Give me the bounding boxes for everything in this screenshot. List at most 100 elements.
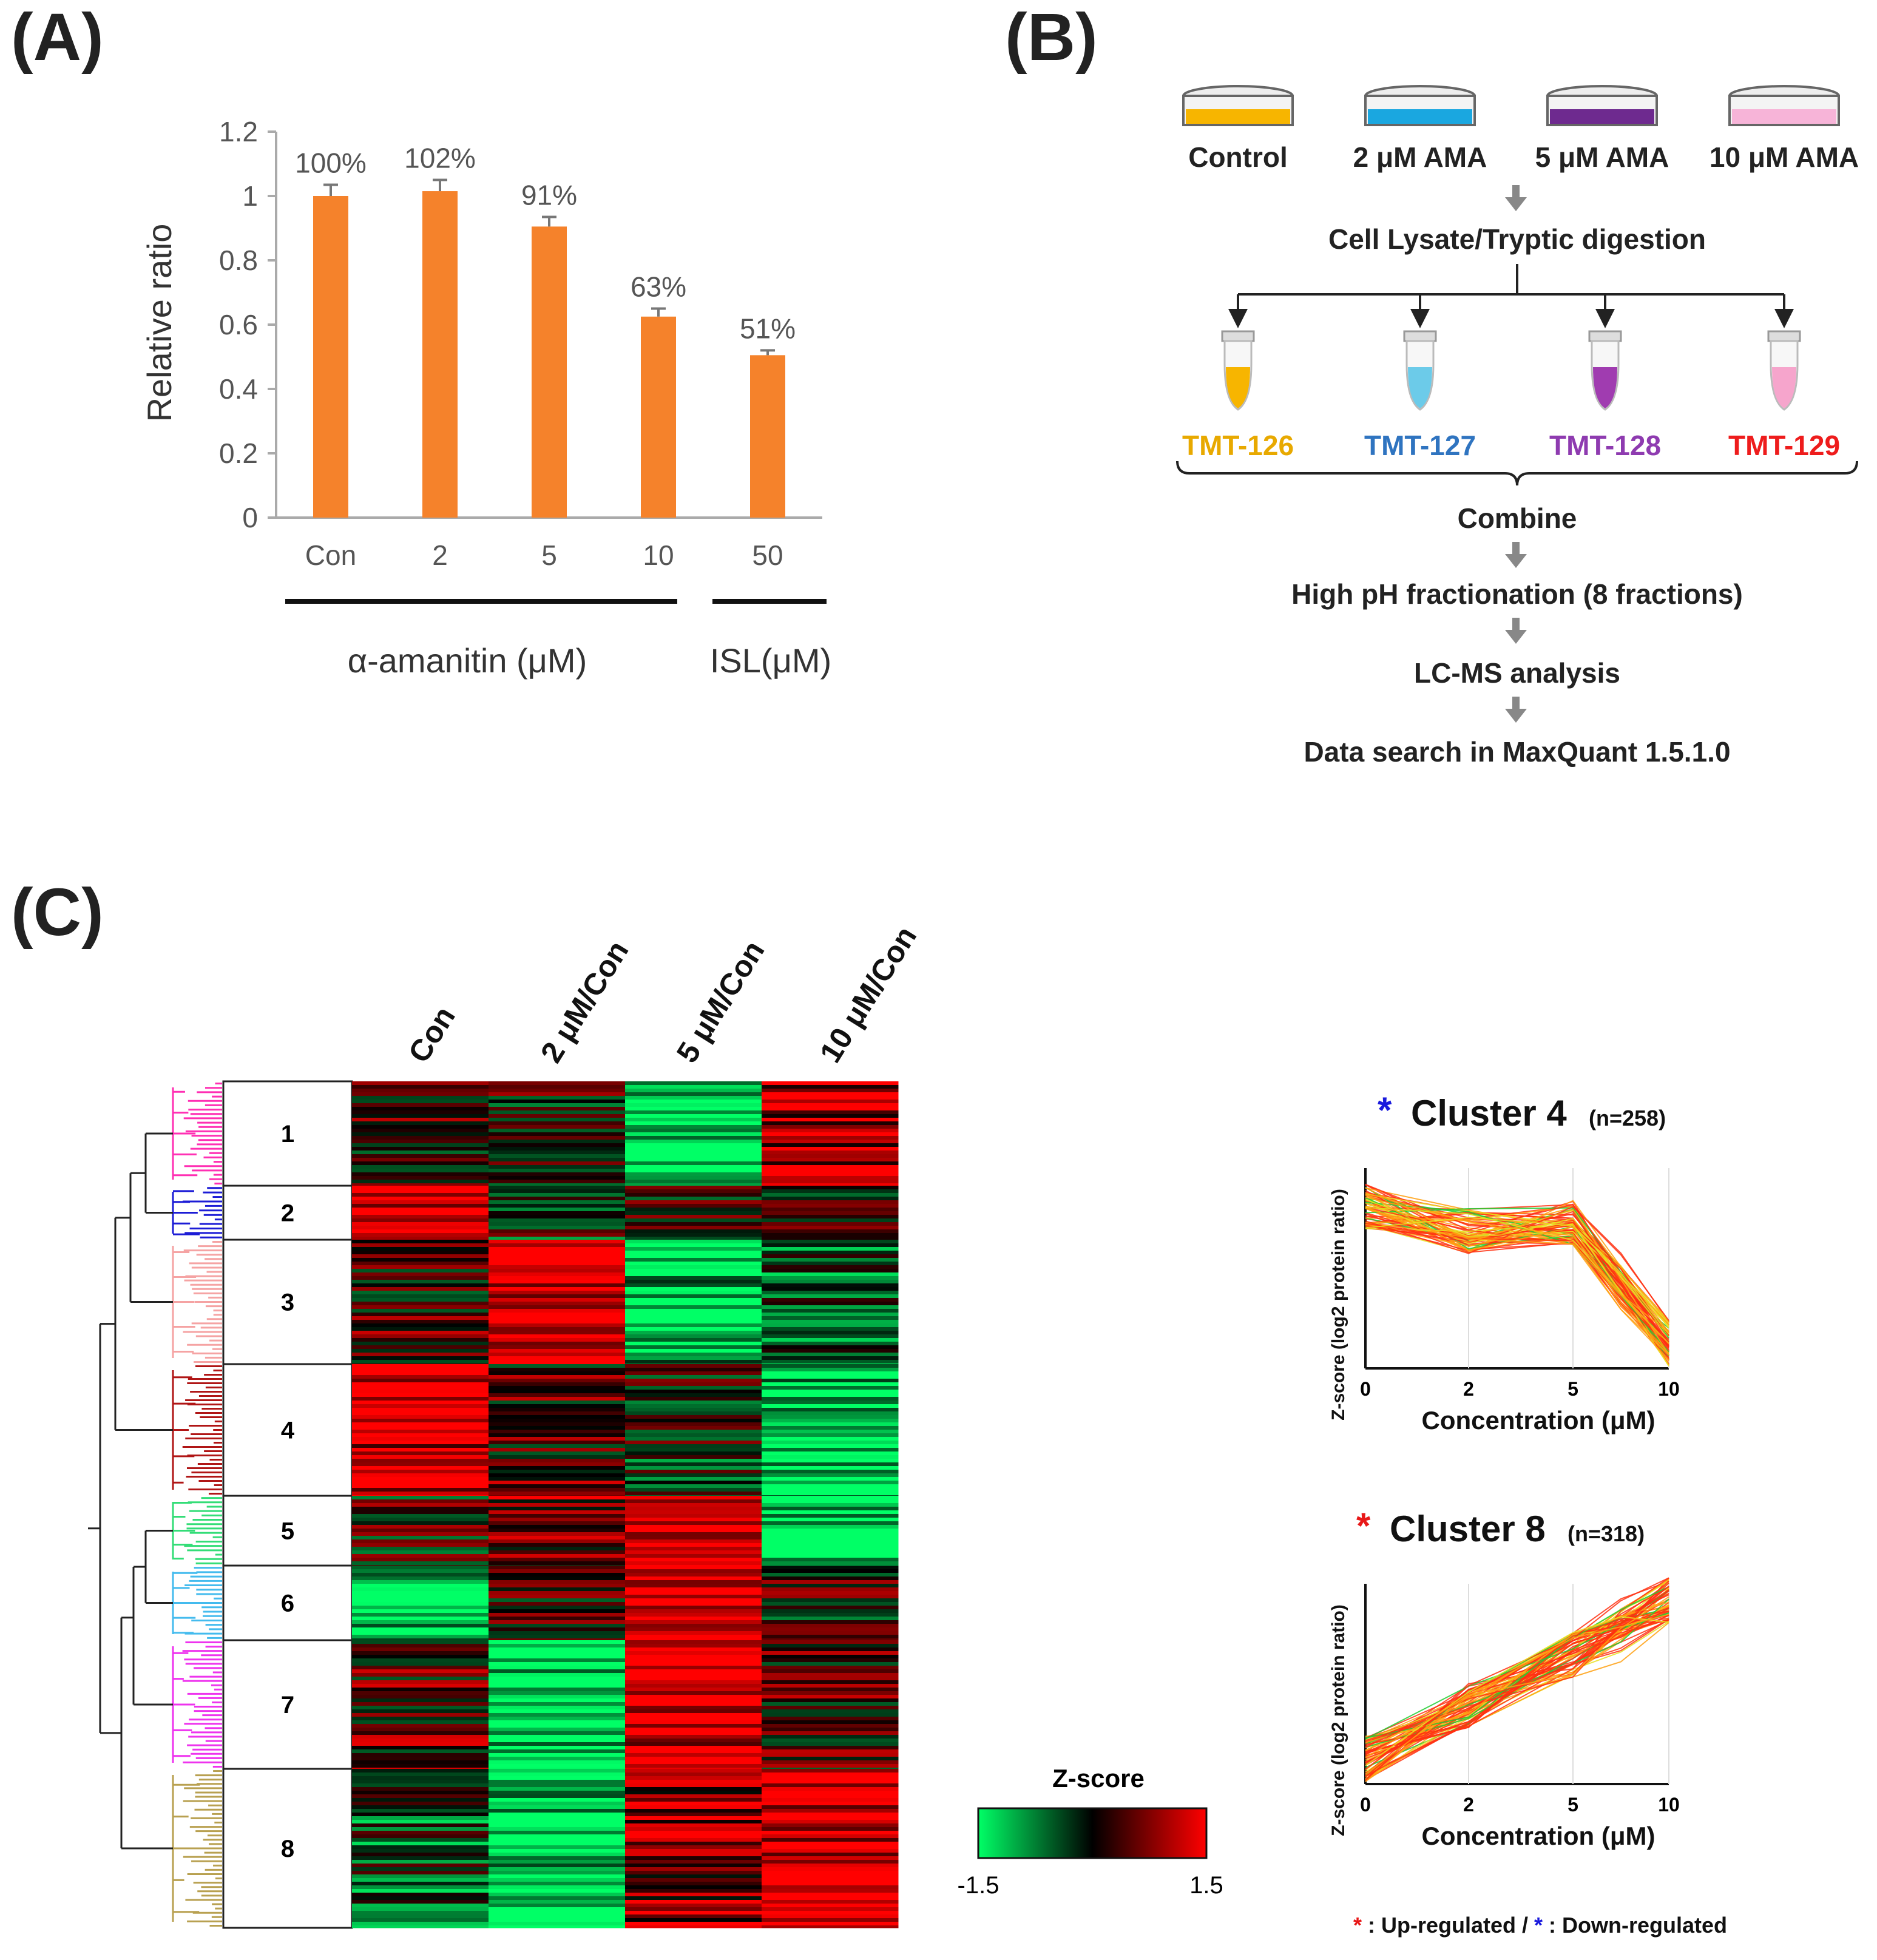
heatmap-cell: [762, 1433, 899, 1438]
heatmap-cell: [625, 1291, 762, 1295]
heatmap-cell: [762, 1856, 899, 1860]
heatmap-cell: [489, 1132, 626, 1137]
heatmap-cell: [625, 1503, 762, 1507]
heatmap-cell: [352, 1809, 489, 1813]
heatmap-cell: [489, 1655, 626, 1659]
heatmap-cell: [352, 1798, 489, 1802]
heatmap-cell: [489, 1189, 626, 1194]
heatmap-cell: [352, 1276, 489, 1280]
heatmap-cell: [489, 1543, 626, 1547]
heatmap-cell: [625, 1243, 762, 1248]
heatmap-cell: [352, 1316, 489, 1320]
heatmap-cell: [352, 1309, 489, 1313]
heatmap-cell: [352, 1842, 489, 1846]
heatmap-cell: [489, 1204, 626, 1208]
heatmap-cell: [352, 1889, 489, 1893]
legend-colorbar: [977, 1807, 1208, 1859]
heatmap-cell: [489, 1411, 626, 1416]
heatmap-cell: [625, 1706, 762, 1710]
heatmap-cell: [625, 1089, 762, 1093]
cluster-label: 6: [281, 1590, 294, 1617]
profile-line: [1365, 1193, 1669, 1354]
column-header-con: Con: [402, 1001, 462, 1069]
heatmap-cell: [762, 1349, 899, 1353]
heatmap-cell: [625, 1772, 762, 1777]
heatmap-cell: [625, 1878, 762, 1882]
heatmap-cell: [489, 1647, 626, 1652]
heatmap-cell: [762, 1462, 899, 1467]
heatmap-cell: [489, 1893, 626, 1897]
heatmap-cell: [352, 1334, 489, 1339]
heatmap-cell: [352, 1215, 489, 1219]
heatmap-cell: [352, 1780, 489, 1784]
data-label: 91%: [521, 179, 577, 211]
heatmap-cell: [625, 1776, 762, 1780]
heatmap-cell: [352, 1129, 489, 1133]
heatmap-cell: [762, 1787, 899, 1791]
heatmap-cell: [489, 1495, 626, 1496]
heatmap-cell: [625, 1309, 762, 1313]
heatmap-cell: [489, 1536, 626, 1540]
heatmap-cell: [352, 1291, 489, 1295]
heatmap-cell: [625, 1576, 762, 1581]
heatmap-cell: [625, 1316, 762, 1320]
xtick-0: 0: [1360, 1794, 1371, 1816]
heatmap-cell: [352, 1638, 489, 1641]
heatmap-cell: [352, 1904, 489, 1908]
heatmap-cell: [352, 1742, 489, 1746]
heatmap-cell: [762, 1305, 899, 1309]
heatmap-cell: [352, 1107, 489, 1111]
heatmap-cell: [489, 1089, 626, 1093]
heatmap-cell: [352, 1462, 489, 1467]
heatmap-cell: [489, 1265, 626, 1269]
heatmap-cell: [625, 1107, 762, 1111]
heatmap-cell: [625, 1294, 762, 1299]
heatmap-cell: [489, 1397, 626, 1401]
heatmap-cell: [352, 1089, 489, 1093]
heatmap-cell: [489, 1484, 626, 1489]
heatmap-cell: [762, 1823, 899, 1828]
heatmap-cell: [489, 1874, 626, 1879]
heatmap-cell: [352, 1584, 489, 1588]
heatmap-cell: [489, 1338, 626, 1342]
heatmap-cell: [762, 1805, 899, 1810]
heatmap-cell: [625, 1566, 762, 1570]
heatmap-cell: [762, 1893, 899, 1897]
heatmap-cell: [352, 1728, 489, 1732]
heatmap-cell: [625, 1183, 762, 1186]
heatmap-cell: [489, 1584, 626, 1588]
heatmap-cell: [352, 1735, 489, 1739]
heatmap-cell: [762, 1885, 899, 1890]
heatmap-cell: [762, 1140, 899, 1144]
heatmap-cell: [762, 1602, 899, 1606]
heatmap-cell: [762, 1688, 899, 1692]
heatmap-cell: [762, 1878, 899, 1882]
heatmap-cell: [625, 1455, 762, 1459]
heatmap-cell: [352, 1757, 489, 1761]
heatmap-cell: [352, 1364, 489, 1368]
heatmap-cell: [762, 1422, 899, 1427]
heatmap-cell: [352, 1386, 489, 1390]
heatmap-cell: [489, 1554, 626, 1558]
heatmap-cell: [762, 1882, 899, 1886]
heatmap-cell: [352, 1240, 489, 1244]
x-tick-label: 50: [752, 539, 783, 571]
heatmap-cell: [625, 1496, 762, 1500]
heatmap-cell: [762, 1320, 899, 1324]
profile-line: [1365, 1596, 1669, 1759]
heatmap-cell: [625, 1320, 762, 1324]
heatmap-cell: [762, 1172, 899, 1177]
heatmap-cell: [352, 1404, 489, 1408]
heatmap-cell: [489, 1193, 626, 1197]
heatmap-cell: [625, 1158, 762, 1162]
tube-fill: [1593, 367, 1617, 408]
heatmap-cell: [352, 1647, 489, 1652]
flow-arrow: [1505, 542, 1527, 568]
profile-title: Cluster 8: [1390, 1509, 1546, 1549]
heatmap-cell: [762, 1638, 899, 1641]
legend-title: Z-score: [1052, 1764, 1145, 1793]
heatmap-cell: [489, 1827, 626, 1831]
heatmap-cell: [489, 1787, 626, 1791]
heatmap-cell: [625, 1647, 762, 1652]
heatmap-cell: [489, 1688, 626, 1692]
